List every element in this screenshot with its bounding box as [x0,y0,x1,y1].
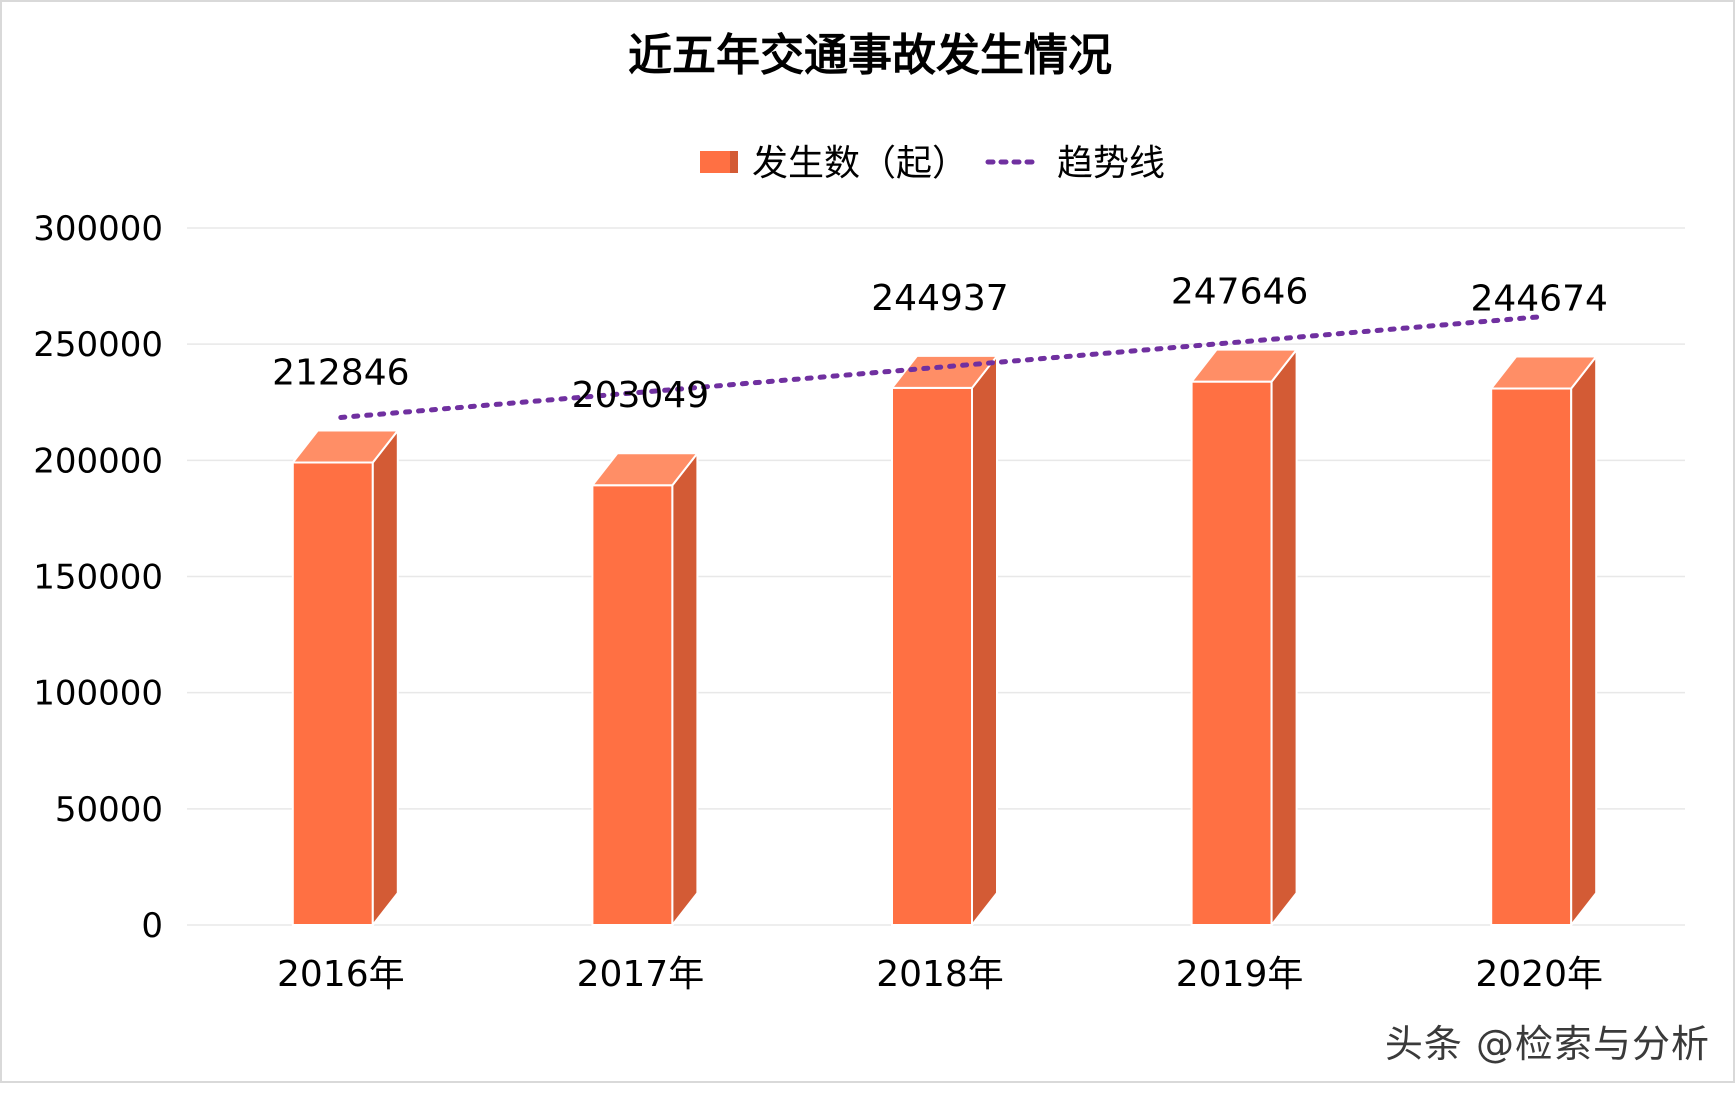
legend-bar-swatch [700,151,738,173]
bar-front [1190,380,1273,926]
bar [590,450,700,928]
y-tick-label: 100000 [33,674,163,714]
bar-top [1189,348,1299,383]
trendline-layer [338,314,1542,420]
trendline [338,314,1542,420]
watermark: 头条 @检索与分析 [1384,1022,1710,1066]
y-tick-label: 300000 [33,209,163,249]
x-axis-category-labels: 2016年 2017年 2018年 2019年 2020年 [277,954,1603,995]
data-label: 203049 [572,375,709,416]
legend-trend-label: 趋势线 [1057,143,1165,184]
bar-front [591,484,674,926]
x-category-label: 2020年 [1475,954,1603,995]
bar-front [291,461,374,926]
chart-title: 近五年交通事故发生情况 [628,30,1112,81]
y-axis-tick-labels: 0 50000 100000 150000 200000 250000 300000 [33,209,163,946]
y-tick-label: 0 [141,906,163,946]
data-label: 247646 [1171,272,1308,313]
legend-bar-label: 发生数（起） [752,143,968,184]
legend: 发生数（起） 趋势线 [700,143,1165,184]
y-tick-label: 200000 [33,441,163,481]
bar-front [1490,387,1573,927]
bar-side [371,427,399,928]
data-label: 212846 [272,352,409,393]
bar-side [671,450,699,928]
data-labels: 212846 203049 244937 247646 244674 [272,272,1608,417]
data-label: 244674 [1470,279,1607,320]
x-category-label: 2019年 [1176,954,1304,995]
x-category-label: 2018年 [876,954,1004,995]
bar [1489,353,1599,928]
bar-front [891,386,973,927]
x-category-label: 2017年 [577,954,705,995]
bar [889,353,1000,928]
bar-side [971,353,998,928]
bars [290,346,1599,928]
data-label: 244937 [871,278,1008,319]
bar-side [1570,353,1598,928]
x-category-label: 2016年 [277,954,405,995]
y-tick-label: 50000 [55,790,163,830]
bar-top [590,452,700,487]
y-tick-label: 250000 [33,325,163,365]
bar-top [889,354,1000,389]
legend-bar-swatch-front [700,151,730,173]
bar-top [1489,355,1599,390]
bar [290,427,400,928]
bar-top [290,429,400,464]
legend-bar-swatch-side [730,151,738,173]
bar-side [1270,346,1298,928]
y-tick-label: 150000 [33,558,163,598]
bar [1189,346,1299,928]
